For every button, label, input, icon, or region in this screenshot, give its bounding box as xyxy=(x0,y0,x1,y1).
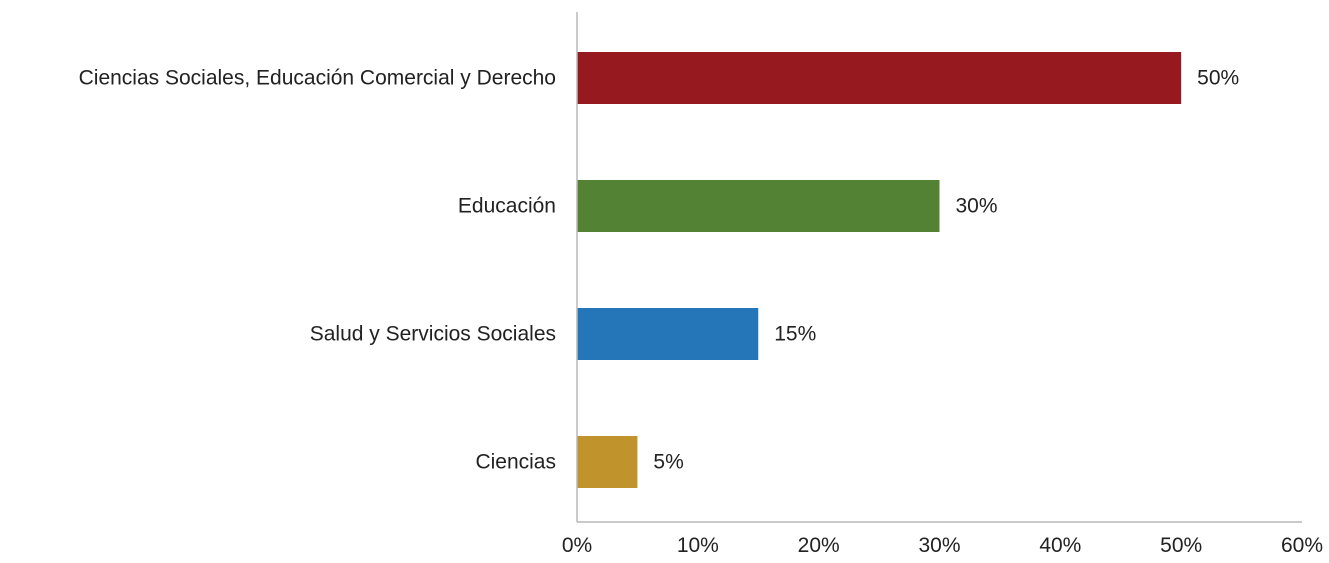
value-label-0: 50% xyxy=(1197,67,1239,90)
value-label-2: 15% xyxy=(774,323,816,346)
value-label-1: 30% xyxy=(956,195,998,218)
category-label-2: Salud y Servicios Sociales xyxy=(310,323,556,346)
category-label-3: Ciencias xyxy=(475,451,556,474)
x-tick-labels: 0% 10% 20% 30% 40% 50% 60% xyxy=(562,534,1323,557)
bar-3 xyxy=(577,436,638,488)
bar-0 xyxy=(577,52,1182,104)
category-labels: Ciencias Sociales, Educación Comercial y… xyxy=(79,67,556,474)
category-label-0: Ciencias Sociales, Educación Comercial y… xyxy=(79,67,556,90)
category-label-1: Educación xyxy=(458,195,556,218)
bar-2 xyxy=(577,308,759,360)
x-tick-label-2: 20% xyxy=(798,534,840,557)
bars-group xyxy=(577,52,1182,488)
x-tick-label-0: 0% xyxy=(562,534,592,557)
x-tick-label-1: 10% xyxy=(677,534,719,557)
value-labels: 50% 30% 15% 5% xyxy=(653,67,1239,474)
x-tick-label-4: 40% xyxy=(1039,534,1081,557)
x-tick-label-6: 60% xyxy=(1281,534,1323,557)
x-tick-label-5: 50% xyxy=(1160,534,1202,557)
x-tick-label-3: 30% xyxy=(918,534,960,557)
bar-1 xyxy=(577,180,940,232)
value-label-3: 5% xyxy=(653,451,683,474)
